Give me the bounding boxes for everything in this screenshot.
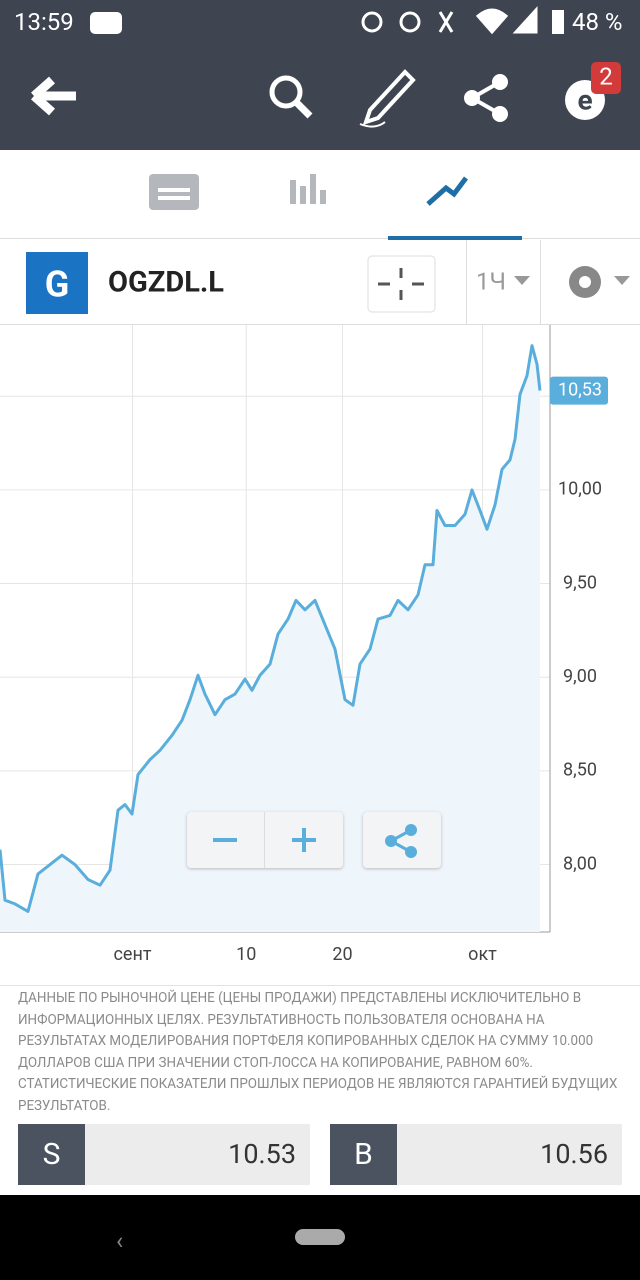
timeframe[interactable]: 1Ч <box>476 267 506 295</box>
notifications-button[interactable]: e 2 <box>565 62 621 120</box>
y-tick-label: 10,50 <box>558 385 602 406</box>
zoom-out-button[interactable] <box>187 812 265 868</box>
settings-button[interactable] <box>569 266 630 298</box>
zoom-controls <box>187 812 343 868</box>
nav-back[interactable]: ‹ <box>116 1227 124 1255</box>
x-tick-label: 10 <box>236 944 256 965</box>
svg-text:G: G <box>45 264 70 306</box>
x-tick-label: сент <box>113 944 151 965</box>
crosshair-button[interactable] <box>367 255 436 313</box>
disclaimer: ДАННЫЕ ПО РЫНОЧНОЙ ЦЕНЕ (ЦЕНЫ ПРОДАЖИ) П… <box>18 991 618 1114</box>
share-button[interactable] <box>464 74 508 122</box>
svg-text:e: e <box>577 83 592 116</box>
y-tick-label: 10,00 <box>558 479 602 500</box>
y-tick-label: 9,00 <box>563 666 597 687</box>
sell-button[interactable]: S 10.53 <box>18 1124 310 1185</box>
instrument-logo <box>26 252 88 314</box>
y-tick-label: 9,50 <box>563 572 597 593</box>
edit-button[interactable] <box>359 69 416 128</box>
y-tick-label: 8,00 <box>563 853 597 874</box>
sell-label: S <box>18 1124 85 1185</box>
buy-price: 10.56 <box>540 1138 608 1170</box>
tab-stats[interactable] <box>290 174 326 204</box>
instrument-symbol: OGZDL.L <box>108 266 224 300</box>
nav-bar: ‹ <box>0 1195 640 1280</box>
tab-news[interactable] <box>149 174 199 210</box>
sell-price: 10.53 <box>228 1138 296 1170</box>
y-tick-label: 8,50 <box>563 760 597 781</box>
buy-button[interactable]: B 10.56 <box>330 1124 622 1185</box>
tab-chart[interactable] <box>388 176 522 240</box>
youtube-icon <box>90 12 122 34</box>
x-tick-label: 20 <box>332 944 352 965</box>
search-button[interactable] <box>269 75 313 119</box>
badge: 2 <box>599 62 613 90</box>
zoom-in-button[interactable] <box>265 812 343 868</box>
status-time: 13:59 <box>14 8 74 36</box>
back-button[interactable] <box>31 76 76 116</box>
last-price-label: 10,53 <box>558 379 602 400</box>
toolbar-icons: e 2 <box>31 6 621 128</box>
buy-label: B <box>330 1124 397 1185</box>
tabs-and-instrument: G OGZDL.L 1Ч <box>0 174 640 325</box>
x-tick-label: окт <box>468 944 497 965</box>
last-price-tag <box>550 376 608 405</box>
status-battery: 48 % <box>572 8 623 36</box>
nav-home[interactable] <box>295 1229 345 1245</box>
trade-bar: S 10.53 B 10.56 <box>0 1112 640 1195</box>
status-icons <box>361 6 564 35</box>
chart-share-button[interactable] <box>363 812 441 868</box>
